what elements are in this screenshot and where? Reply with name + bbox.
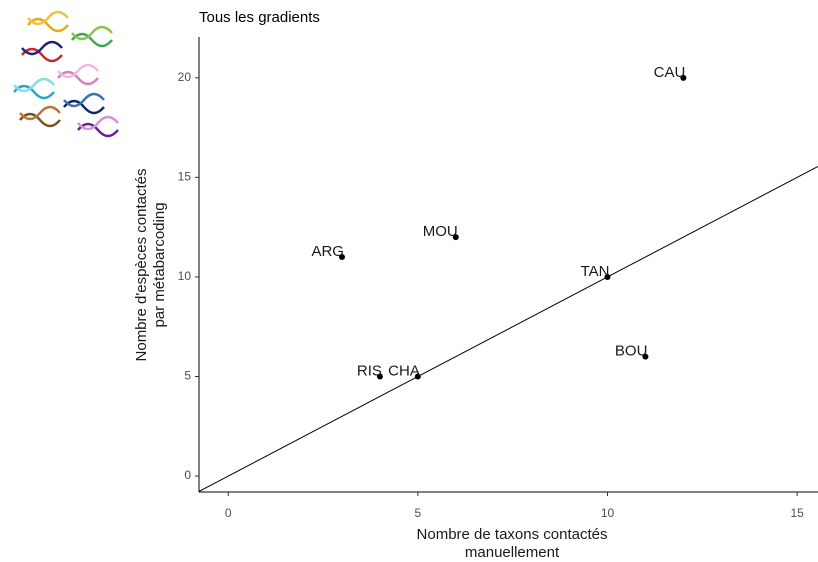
point-label: CHA xyxy=(388,362,420,379)
point-label: CAU xyxy=(654,64,686,81)
x-tick-label: 0 xyxy=(225,506,232,520)
point xyxy=(680,74,687,81)
y-axis-label: Nombre d'espèces contactés xyxy=(133,169,150,362)
dna-logo xyxy=(13,10,119,138)
x-tick-label: 10 xyxy=(601,506,615,520)
point-label: TAN xyxy=(581,263,610,280)
point xyxy=(642,353,649,360)
point xyxy=(604,273,611,280)
y-tick-label: 0 xyxy=(184,468,191,482)
point xyxy=(452,234,459,241)
x-tick-label: 5 xyxy=(415,506,422,520)
x-tick-label: 15 xyxy=(790,506,804,520)
x-axis-label: Nombre de taxons contactés xyxy=(417,526,608,543)
point-label: BOU xyxy=(615,343,648,360)
point xyxy=(414,373,421,380)
reference-line xyxy=(198,165,818,492)
point-label: MOU xyxy=(423,223,458,240)
point-label: ARG xyxy=(311,243,344,260)
point xyxy=(338,254,345,261)
point-label: RIS xyxy=(357,362,382,379)
y-tick-label: 20 xyxy=(178,70,192,84)
chart-title: Tous les gradients xyxy=(199,9,320,26)
y-axis-label: par métabarcoding xyxy=(151,202,168,327)
point xyxy=(376,373,383,380)
y-tick-label: 15 xyxy=(178,170,192,184)
y-tick-label: 10 xyxy=(178,269,192,283)
y-axis-label-group: Nombre d'espèces contactés par métabarco… xyxy=(133,169,168,362)
x-axis-label: manuellement xyxy=(465,544,560,561)
y-tick-label: 5 xyxy=(184,369,191,383)
